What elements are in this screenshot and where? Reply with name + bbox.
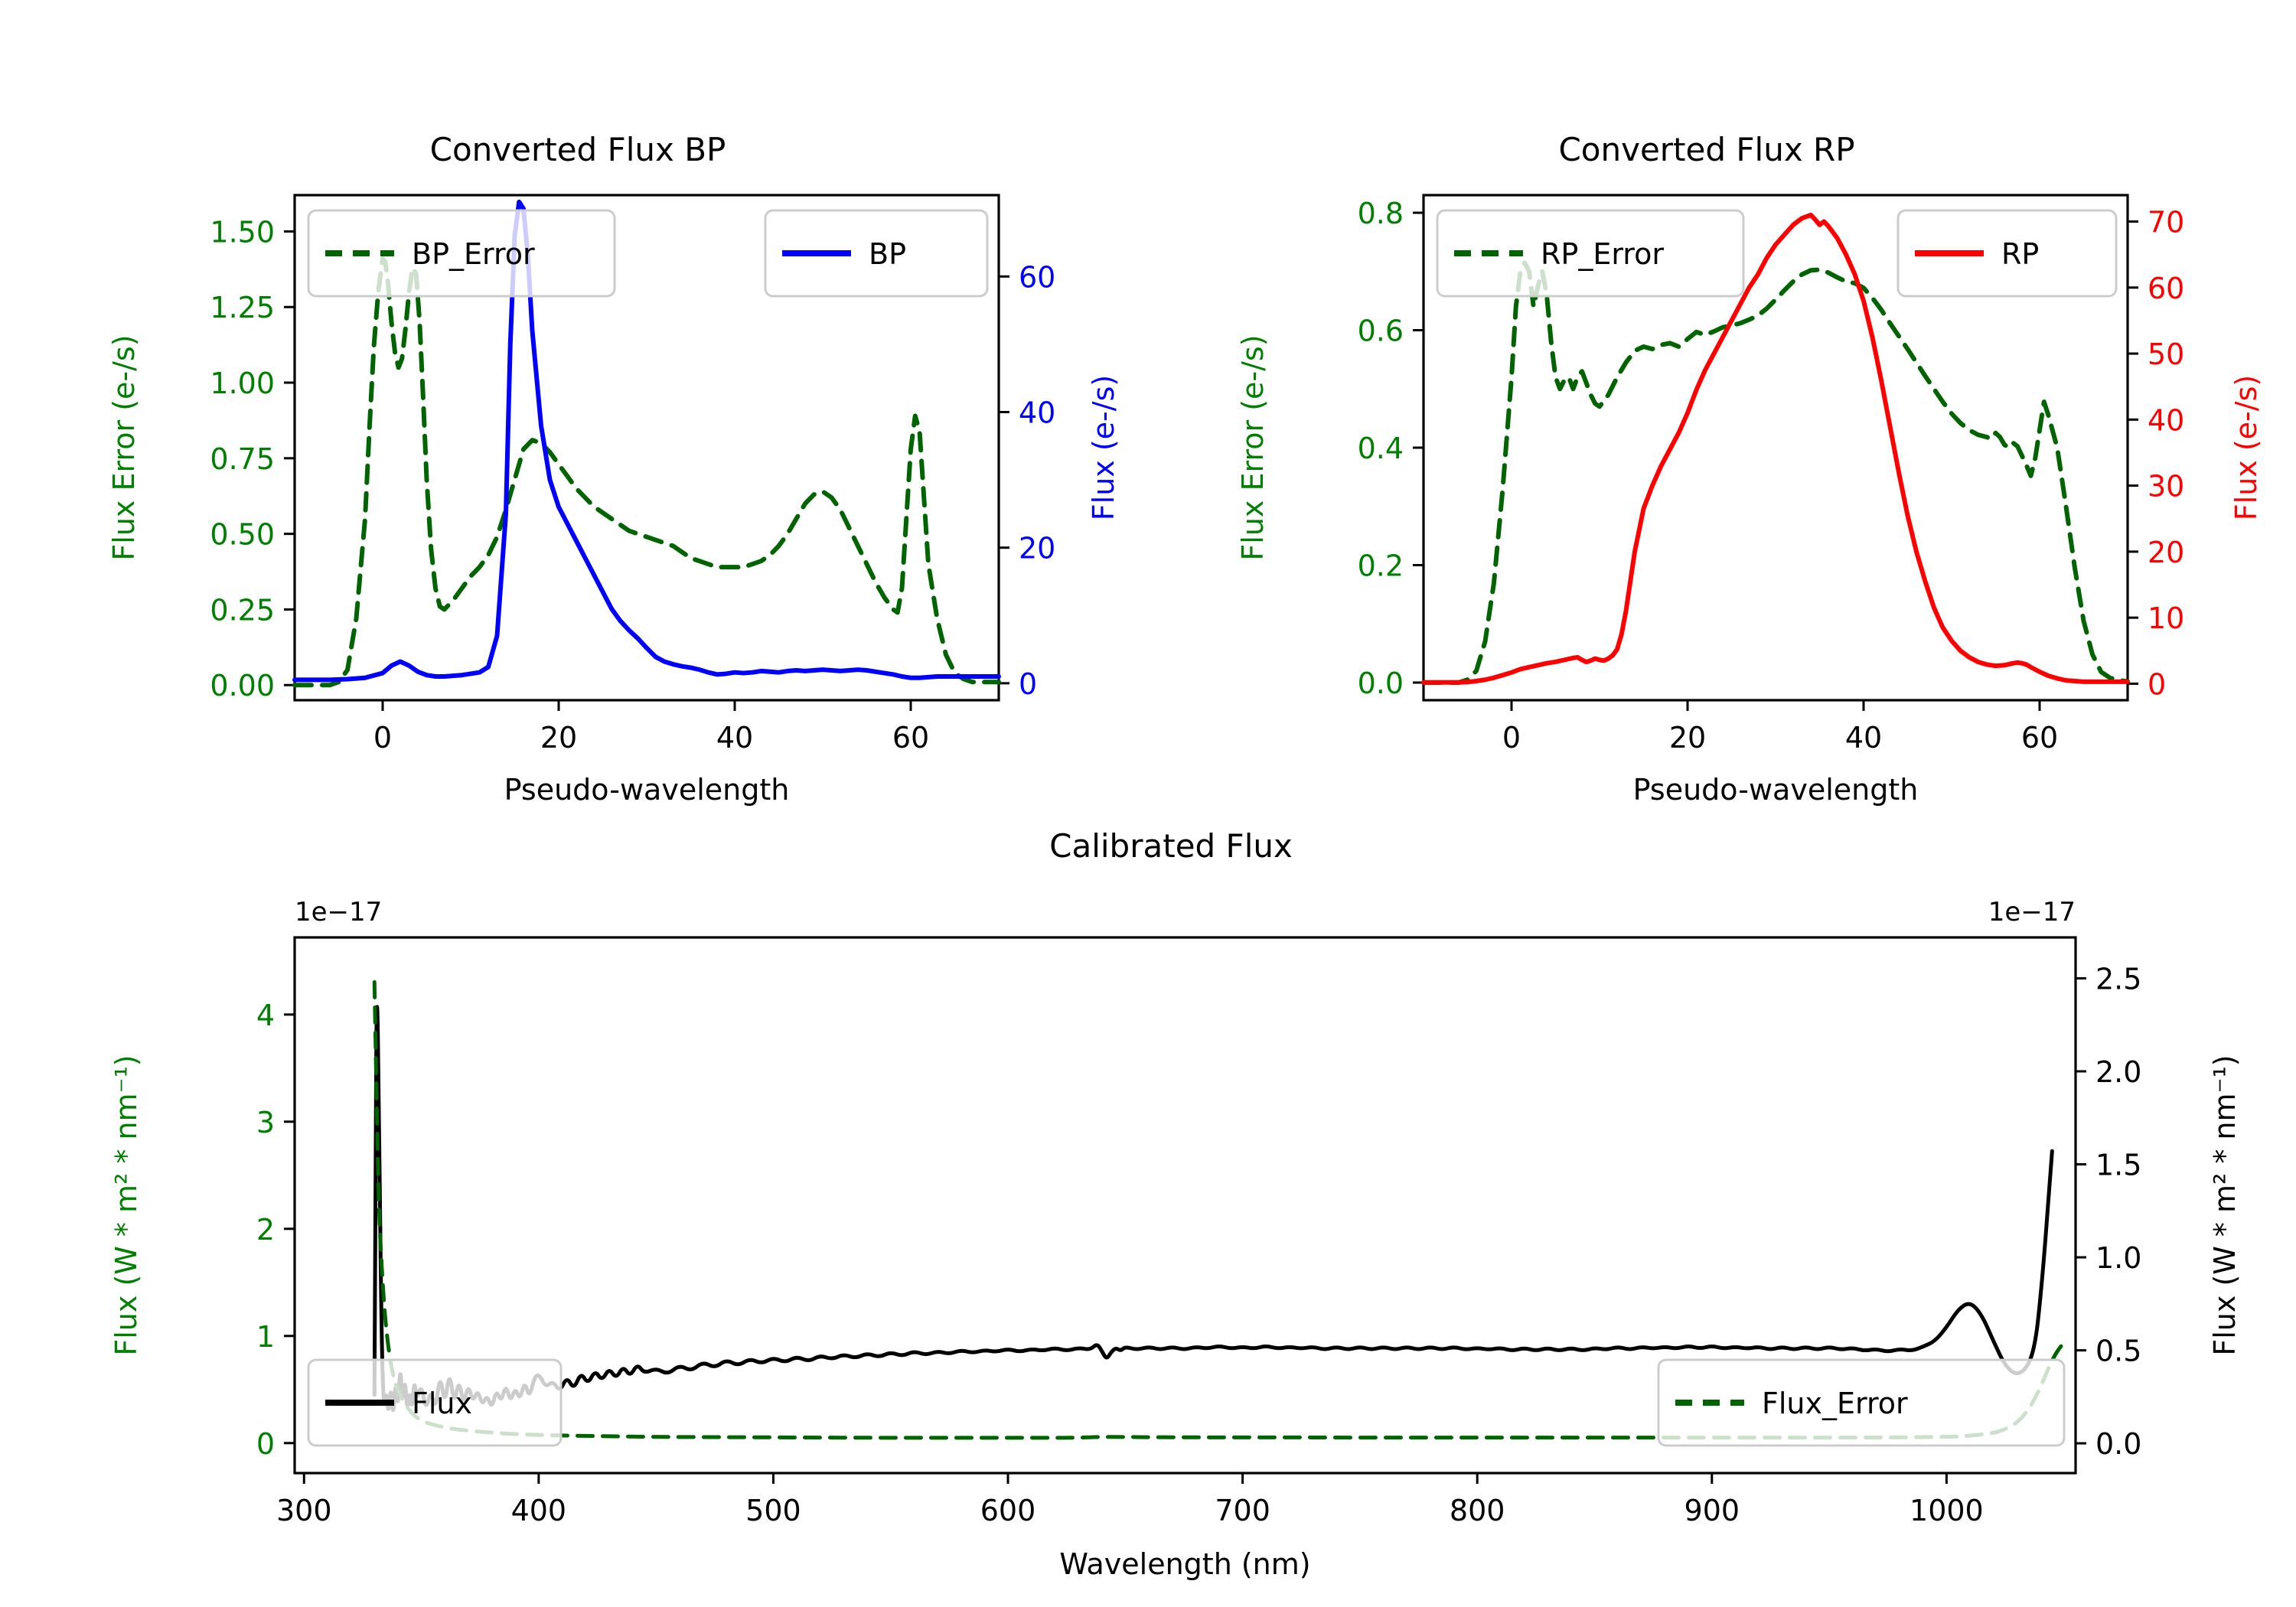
bp-legend-flux[interactable]: BP: [764, 209, 989, 298]
panel-converted-flux-rp: Converted Flux RP 0.0 0.2 0.4 0.6 0.8 0 10 20 30…: [1148, 0, 2296, 842]
bp-yticklabel-right: 60: [1019, 260, 1055, 294]
bp-yticklabel-right: 20: [1019, 532, 1055, 566]
calibrated-yticklabel-left: 0: [256, 1427, 275, 1461]
rp-title: Converted Flux RP: [1558, 131, 1854, 168]
rp-yticklabel-right: 50: [2148, 337, 2184, 371]
bp-yticklabel-left: 1.00: [210, 367, 275, 400]
rp-ylabel-left: Flux Error (e-/s): [1236, 334, 1270, 560]
calibrated-xticklabel: 300: [276, 1494, 332, 1527]
bp-flux-curve: [292, 199, 1001, 683]
rp-yticklabel-right: 0: [2148, 667, 2166, 701]
bp-xticklabel: 60: [892, 721, 929, 755]
bp-title: Converted Flux BP: [430, 131, 726, 168]
rp-xticklabel: 60: [2021, 721, 2058, 755]
rp-legend-flux[interactable]: RP: [1896, 209, 2118, 298]
calibrated-ylabel-left: Flux (W * m² * nm⁻¹): [109, 1054, 143, 1355]
rp-yticklabel-left: 0.8: [1358, 197, 1404, 230]
calibrated-yticklabel-right: 0.0: [2095, 1427, 2141, 1461]
bp-xticklabel: 40: [716, 721, 753, 755]
bp-legend-error-label: BP_Error: [412, 237, 535, 271]
bp-error-curve: [292, 256, 1001, 688]
bp-yticklabel-right: 0: [1019, 667, 1037, 701]
rp-yticklabel-left: 0.4: [1358, 432, 1404, 465]
bp-ylabel-right: Flux (e-/s): [1087, 375, 1120, 520]
calibrated-flux-error-curve: [372, 980, 2066, 1440]
rp-xticklabel: 0: [1502, 721, 1521, 755]
calibrated-flux-curve: [372, 1005, 2054, 1413]
calibrated-legend-flux[interactable]: Flux: [307, 1358, 563, 1447]
bp-yticklabel-left: 0.50: [210, 518, 275, 552]
rp-xlabel: Pseudo-wavelength: [1633, 773, 1919, 807]
rp-ylabel-right: Flux (e-/s): [2229, 375, 2263, 520]
rp-legend-error-label: RP_Error: [1541, 237, 1664, 271]
calibrated-yticklabel-right: 1.5: [2095, 1149, 2141, 1182]
bp-legend-flux-label: BP: [869, 237, 906, 271]
calibrated-xlabel: Wavelength (nm): [1059, 1547, 1310, 1581]
calibrated-xticklabel: 700: [1215, 1494, 1270, 1527]
bp-ylabel-left: Flux Error (e-/s): [107, 334, 141, 560]
bp-yticklabel-left: 0.25: [210, 593, 275, 627]
calibrated-yticklabel-left: 1: [256, 1320, 275, 1354]
calibrated-xticklabel: 600: [980, 1494, 1036, 1527]
bp-yticklabel-left: 1.25: [210, 291, 275, 324]
calibrated-xticklabel: 1000: [1910, 1494, 1984, 1527]
calibrated-yticklabel-left: 2: [256, 1213, 275, 1247]
calibrated-xticklabel: 400: [511, 1494, 567, 1527]
calibrated-legend-flux-box: [307, 1358, 563, 1447]
rp-yticklabel-right: 40: [2148, 403, 2184, 437]
calibrated-yticklabel-left: 3: [256, 1106, 275, 1139]
calibrated-offset-right: 1e−17: [1988, 897, 2076, 927]
calibrated-yticklabel-right: 2.0: [2095, 1055, 2141, 1089]
calibrated-yticklabel-right: 2.5: [2095, 962, 2141, 996]
rp-legend-flux-box: [1896, 209, 2118, 298]
rp-yticklabel-right: 30: [2148, 470, 2184, 504]
rp-legend-error-box: [1436, 209, 1745, 298]
calibrated-xticklabel: 500: [745, 1494, 801, 1527]
bp-xticklabel: 0: [373, 721, 392, 755]
bp-xlabel: Pseudo-wavelength: [504, 773, 790, 807]
calibrated-legend-flux-error-label: Flux_Error: [1762, 1387, 1908, 1420]
rp-xticklabel: 20: [1669, 721, 1706, 755]
bp-legend-error-box: [307, 209, 616, 298]
rp-xticklabel: 40: [1845, 721, 1882, 755]
bp-legend-error[interactable]: BP_Error: [307, 209, 616, 298]
bp-xticklabel: 20: [540, 721, 577, 755]
rp-yticklabel-left: 0.0: [1358, 667, 1404, 700]
bp-axes-frame: [293, 194, 1000, 702]
calibrated-ylabel-right: Flux (W * m² * nm⁻¹): [2208, 1054, 2242, 1355]
bp-legend-flux-box: [764, 209, 989, 298]
rp-yticklabel-right: 60: [2148, 272, 2184, 305]
panel-converted-flux-bp: Converted Flux BP 0.00 0.25 0.50 0.75 1.00 1.…: [0, 0, 1148, 842]
calibrated-yticklabel-right: 1.0: [2095, 1241, 2141, 1275]
calibrated-offset-left: 1e−17: [295, 897, 382, 927]
calibrated-xticklabel: 900: [1684, 1494, 1740, 1527]
calibrated-legend-flux-label: Flux: [412, 1387, 472, 1420]
calibrated-title: Calibrated Flux: [1049, 827, 1293, 865]
bp-yticklabel-left: 0.75: [210, 442, 275, 476]
calibrated-yticklabel-right: 0.5: [2095, 1335, 2141, 1368]
rp-legend-flux-label: RP: [2001, 237, 2039, 271]
calibrated-yticklabel-left: 4: [256, 999, 275, 1032]
rp-yticklabel-right: 10: [2148, 601, 2184, 635]
calibrated-xticklabel: 800: [1450, 1494, 1505, 1527]
bp-yticklabel-left: 0.00: [210, 669, 275, 702]
calibrated-legend-flux-error[interactable]: Flux_Error: [1657, 1358, 2066, 1447]
rp-flux-curve: [1421, 212, 2130, 685]
bp-yticklabel-left: 1.50: [210, 215, 275, 249]
rp-yticklabel-left: 0.6: [1358, 315, 1404, 348]
rp-yticklabel-left: 0.2: [1358, 549, 1404, 582]
panel-calibrated-flux: Calibrated Flux 1e−17 1e−17 0 1 2 3 4 0.0 0.5 1.0…: [0, 811, 2296, 1607]
rp-yticklabel-right: 70: [2148, 206, 2184, 240]
calibrated-axes-frame: [293, 936, 2077, 1475]
rp-yticklabel-right: 20: [2148, 536, 2184, 569]
calibrated-legend-flux-error-box: [1657, 1358, 2066, 1447]
rp-legend-error[interactable]: RP_Error: [1436, 209, 1745, 298]
bp-yticklabel-right: 40: [1019, 396, 1055, 429]
rp-error-curve: [1421, 260, 2130, 685]
